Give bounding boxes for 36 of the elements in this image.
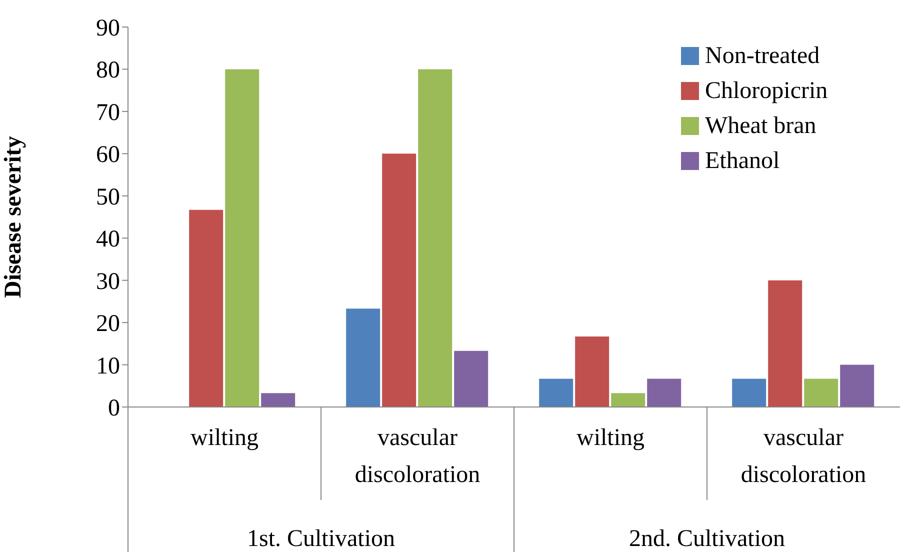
y-tick-label: 70 bbox=[96, 100, 120, 126]
bar bbox=[225, 69, 260, 407]
bar bbox=[840, 364, 874, 407]
y-tick-label: 60 bbox=[96, 142, 120, 168]
bar bbox=[804, 378, 838, 407]
legend-label: Chloropicrin bbox=[705, 78, 828, 104]
bar bbox=[575, 336, 610, 407]
y-tick-label: 90 bbox=[96, 16, 120, 42]
legend-label: Ethanol bbox=[705, 148, 780, 174]
y-axis-title: Disease severity bbox=[0, 136, 27, 298]
text: 1st. Cultivation bbox=[246, 526, 396, 552]
legend-label: Non-treated bbox=[705, 43, 820, 69]
bar bbox=[346, 308, 380, 407]
x-tick-label: wilting bbox=[576, 425, 645, 451]
bar bbox=[261, 393, 296, 407]
y-tick-label: 50 bbox=[96, 184, 120, 210]
y-tick-label: 20 bbox=[96, 311, 120, 338]
bar bbox=[382, 154, 416, 407]
text: 2nd. Cultivation bbox=[629, 526, 785, 552]
legend-label: Wheat bran bbox=[705, 113, 816, 139]
y-tick-label: 40 bbox=[96, 226, 120, 253]
bar bbox=[189, 210, 224, 407]
bar bbox=[732, 378, 766, 407]
bar bbox=[418, 69, 452, 407]
y-tick-label: 10 bbox=[96, 353, 120, 380]
x-tick-label: vascular discoloration bbox=[740, 425, 866, 488]
bar bbox=[647, 378, 682, 407]
y-tick-label: 80 bbox=[96, 58, 120, 84]
bar bbox=[611, 393, 646, 407]
bar bbox=[454, 350, 488, 407]
bar bbox=[539, 378, 574, 407]
y-tick-label: 30 bbox=[96, 268, 120, 295]
x-tick-label: vascular discoloration bbox=[354, 425, 480, 488]
bar bbox=[768, 280, 802, 407]
x-tick-label: wilting bbox=[190, 425, 259, 451]
y-tick-label: 0 bbox=[108, 396, 120, 422]
